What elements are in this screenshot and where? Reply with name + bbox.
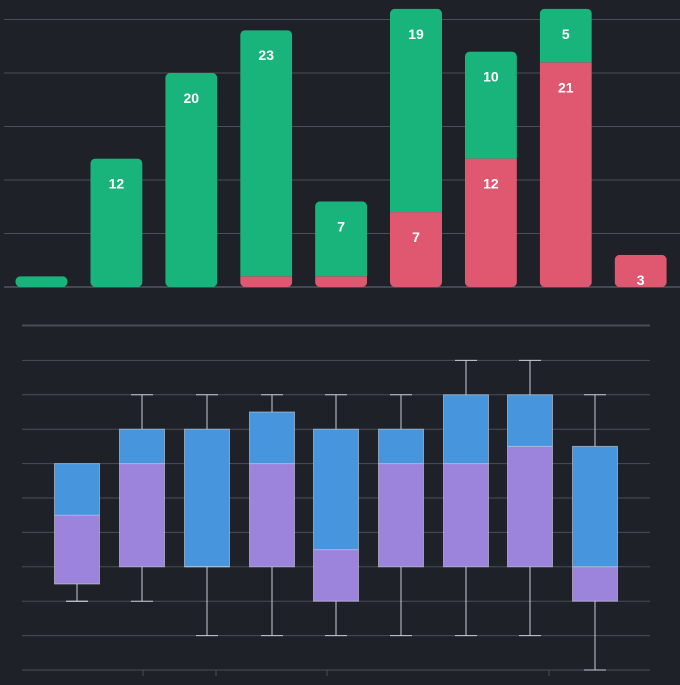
bar-label-green: 12 <box>109 176 125 192</box>
bar-segment-green <box>464 51 517 159</box>
box-upper-half <box>313 429 359 550</box>
box-lower-half <box>378 463 424 567</box>
bar-stack <box>539 8 592 288</box>
box-lower-half <box>54 515 100 584</box>
box-outline <box>572 445 618 602</box>
box-outline <box>249 411 295 568</box>
bar-label-green: 20 <box>184 90 200 106</box>
box-whiskers <box>196 394 218 637</box>
bar-segment-green <box>90 158 143 287</box>
bar-stack <box>315 201 368 287</box>
bar-label-green: 7 <box>337 218 345 234</box>
box-plot-chart <box>22 324 650 676</box>
bar-label-green: 10 <box>483 69 499 85</box>
bar-stack <box>90 158 143 287</box>
box-outline <box>507 394 553 568</box>
bar-label-green: 23 <box>258 47 274 63</box>
box-whiskers <box>131 394 153 602</box>
box-lower-half <box>119 463 165 567</box>
bar-segment-green <box>539 8 592 63</box>
box-lower-half <box>443 463 489 567</box>
bar-segment-green <box>165 73 218 287</box>
box-lower-half <box>249 463 295 567</box>
box-outline <box>54 463 100 585</box>
box-upper-half <box>249 412 295 464</box>
box-upper-half <box>119 429 165 464</box>
box-upper-half <box>572 446 618 567</box>
bar-segment-green <box>390 8 442 213</box>
box-whiskers <box>584 394 606 671</box>
bar-segment-red <box>315 276 368 287</box>
box-outline <box>313 428 359 602</box>
bar-label-green: 5 <box>562 26 570 42</box>
bar-segment-red <box>539 62 592 288</box>
box-whiskers <box>325 394 347 637</box>
box-upper-half <box>184 429 230 567</box>
box-upper-half <box>507 394 553 447</box>
stacked-bar-chart: 12 20 23 7 19 7 10 12 5 21 3 <box>4 8 680 288</box>
box-whiskers <box>261 394 283 637</box>
bar-segment-green <box>240 30 293 277</box>
bar-segment-green <box>315 201 368 277</box>
box-lower-half <box>313 549 359 602</box>
box-lower-half <box>507 446 553 567</box>
box-upper-half <box>443 394 489 464</box>
box-lower-half <box>572 566 618 602</box>
box-outline <box>378 428 424 568</box>
bar-stack <box>464 51 517 287</box>
box-whiskers <box>519 359 541 637</box>
bar-label-green: 19 <box>408 26 424 42</box>
bar-stack <box>15 276 68 287</box>
bar-label-red: 7 <box>412 229 420 245</box>
bar-stack <box>165 73 218 287</box>
bar-stack <box>390 8 442 288</box>
box-upper-half <box>54 463 100 516</box>
box-whiskers <box>390 394 412 637</box>
bar-segment-green <box>15 276 68 287</box>
bar-stack <box>240 30 293 287</box>
bar-segment-red <box>614 254 667 287</box>
bar-stack <box>614 254 667 287</box>
box-outline <box>119 428 165 568</box>
bar-segment-red <box>390 212 442 288</box>
box-outline <box>443 394 489 568</box>
bar-label-red: 12 <box>483 176 499 192</box>
bar-label-red: 3 <box>637 272 645 288</box>
bar-label-red: 21 <box>558 79 574 95</box>
box-upper-half <box>378 429 424 464</box>
box-whiskers <box>455 359 477 637</box>
bar-segment-red <box>240 276 293 287</box>
bar-segment-red <box>464 158 517 287</box>
